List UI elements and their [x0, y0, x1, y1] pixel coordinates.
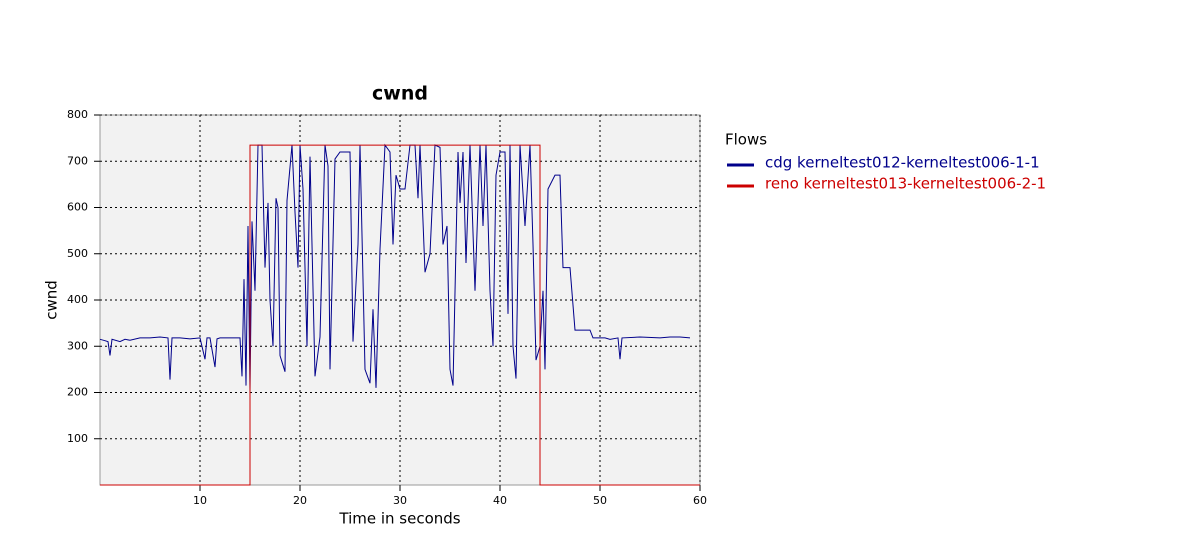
- x-tick-label: 60: [693, 494, 707, 507]
- legend-label: cdg kerneltest012-kerneltest006-1-1: [765, 154, 1040, 172]
- series-line: [100, 144, 700, 486]
- series-line: [99, 143, 691, 393]
- x-axis-label: Time in seconds: [338, 510, 460, 528]
- y-tick-label: 400: [67, 293, 88, 306]
- x-tick-label: 10: [193, 494, 207, 507]
- y-tick-label: 700: [67, 154, 88, 167]
- y-tick-label: 200: [67, 386, 88, 399]
- x-tick-label: 40: [493, 494, 507, 507]
- x-tick-label: 30: [393, 494, 407, 507]
- y-tick-label: 600: [67, 201, 88, 214]
- legend-label: reno kerneltest013-kerneltest006-2-1: [765, 175, 1046, 193]
- chart-title: cwnd: [372, 83, 428, 105]
- y-tick-label: 500: [67, 247, 88, 260]
- x-tick-label: 50: [593, 494, 607, 507]
- legend-title: Flows: [725, 131, 767, 149]
- x-tick-label: 20: [293, 494, 307, 507]
- y-tick-label: 300: [67, 339, 88, 352]
- y-tick-label: 100: [67, 432, 88, 445]
- y-tick-label: 800: [67, 108, 88, 121]
- y-axis-label: cwnd: [43, 280, 61, 320]
